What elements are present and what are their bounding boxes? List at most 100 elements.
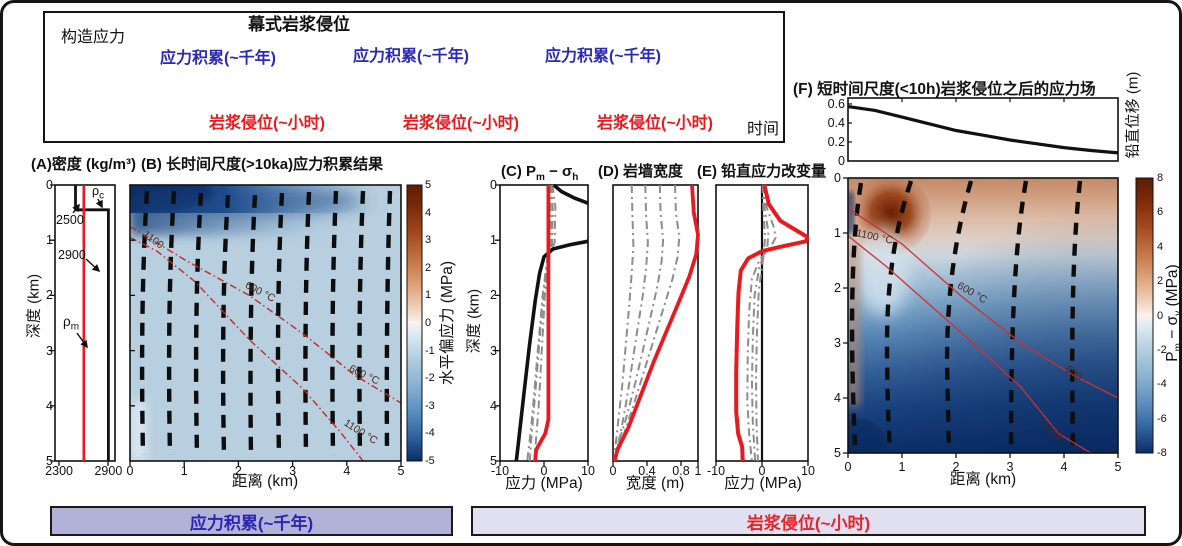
tick-label: 0: [540, 464, 548, 478]
tick-label: -10: [490, 464, 510, 478]
accumulation-label: 应力积累(~千年): [352, 48, 470, 65]
stress-trajectories-f: [849, 180, 1083, 452]
tick-label: 5: [425, 179, 432, 191]
colorbar-b-tick-labels: 5 4 3 2 1 0 -1 -2 -3 -4 -5: [425, 179, 449, 467]
tick-label: 8: [1157, 172, 1164, 184]
panel-d-xtick-labels: 0 0.4 0.8 1: [609, 464, 702, 478]
colorbar-b: [406, 184, 423, 462]
panel-d-xlabel: 宽度 (m): [625, 475, 685, 492]
intrusion-label: 岩浆侵位(~小时): [208, 115, 326, 132]
schematic-box: [43, 11, 785, 143]
tick-label: 0.2: [827, 134, 845, 149]
tick-label: 3: [289, 464, 297, 478]
panel-c-title: (C) Pm − σh: [501, 163, 579, 183]
tick-label: 1: [425, 289, 432, 302]
banner-left-text: 应力积累(~千年): [189, 513, 314, 533]
panel-b-xtick-labels: 0 1 2 3 4 5: [127, 464, 405, 478]
density-rho-c-label: ρc: [92, 184, 105, 202]
tick-label: 1: [694, 464, 702, 478]
tick-label: 3: [834, 336, 841, 350]
tick-label: 2: [234, 464, 242, 478]
panel-f-xtick-labels: 0 1 2 3 4 5: [845, 460, 1122, 474]
tick-label: 0.4: [638, 464, 656, 478]
banner-stress-accumulation: 应力积累(~千年): [50, 506, 453, 536]
accumulation-label: 应力积累(~千年): [159, 50, 277, 67]
tick-label: 4: [1157, 240, 1164, 253]
tick-label: 4: [490, 398, 497, 413]
tick-label: 3: [1006, 460, 1014, 474]
banner-right-text: 岩浆侵位(~小时): [746, 513, 871, 533]
panel-b-yticks: [130, 239, 135, 407]
schematic-xlabel: 时间: [747, 121, 780, 138]
stress-trajectories-b: [139, 190, 393, 456]
panel-f-heatmap: [848, 178, 1118, 453]
tick-label: 2: [425, 261, 432, 274]
tick-label: 1: [834, 226, 841, 240]
panel-b-heatmap: [130, 185, 401, 461]
panel-d-title: (D) 岩墙宽度: [598, 163, 683, 180]
tick-label: 5: [490, 454, 497, 468]
intrusion-label: 岩浆侵位(~小时): [596, 115, 714, 132]
tick-label: 4: [343, 464, 351, 478]
tick-label: 0.4: [827, 115, 845, 130]
rho-c-sub: c: [99, 190, 105, 202]
tick-label: 2900: [94, 464, 123, 478]
tick-label: 2: [1157, 275, 1164, 288]
tick-label: 1: [898, 460, 906, 474]
tick-label: -10: [706, 464, 726, 478]
panel-f-title: (F) 短时间尺度(<10h)岩浆侵位之后的应力场: [793, 81, 1096, 98]
tick-label: 0: [1157, 309, 1164, 322]
density-rho-m-label: ρm: [63, 314, 79, 333]
tick-label: -6: [1157, 412, 1167, 425]
colorbar-f-tick-labels: 8 6 4 2 0 -2 -4 -6 -8: [1157, 172, 1179, 459]
panel-e-xtick-labels: -10 0 10: [707, 464, 815, 478]
panel-a-ytick-labels: 0 1 2 3 4 5: [39, 178, 53, 468]
tick-label: 2: [834, 281, 841, 295]
tick-label: 1: [180, 464, 188, 478]
schematic-title: 幕式岩浆侵位: [248, 15, 350, 34]
tick-label: 5: [46, 454, 53, 468]
panel-f-xlabel: 距离 (km): [949, 471, 1017, 488]
panel-a-xtick-labels: 2300 2900: [45, 464, 122, 478]
tick-label: 3: [425, 234, 432, 247]
tick-label: 2: [46, 288, 53, 303]
intrusion-label: 岩浆侵位(~小时): [402, 115, 520, 132]
uplift-ylabel: 铅直位移 (m): [1124, 71, 1142, 159]
tick-label: -2: [425, 372, 435, 385]
tick-label: -2: [1157, 343, 1167, 356]
panel-b-frame: [129, 184, 402, 462]
panel-a-plot: [50, 184, 116, 466]
accumulation-label: 应力积累(~千年): [544, 48, 662, 65]
tick-label: 0: [46, 178, 53, 192]
schematic-ylabel: 构造应力: [61, 29, 126, 46]
tick-label: 2: [490, 288, 497, 303]
uplift-ytick-labels: 0.6 0.4 0.2 0: [817, 96, 845, 168]
tick-label: 0: [609, 464, 617, 478]
tick-label: 4: [425, 206, 432, 219]
banner-magma-intrusion: 岩浆侵位(~小时): [471, 506, 1146, 536]
tick-label: 0: [834, 171, 841, 185]
tick-label: -4: [425, 427, 435, 440]
tick-label: 4: [834, 391, 841, 405]
panel-c-title-sub: h: [572, 172, 579, 183]
tick-label: 2300: [45, 464, 73, 478]
panel-c-title-text: − σ: [544, 163, 573, 180]
panel-e-title: (E) 铅直应力改变量: [697, 163, 827, 180]
tick-label: 0: [838, 154, 845, 168]
tick-label: -1: [425, 344, 435, 357]
tick-label: 0.6: [827, 96, 845, 111]
panel-c-title-sub: m: [536, 172, 545, 183]
colorbar-f: [1135, 177, 1154, 454]
tick-label: 10: [801, 464, 815, 478]
tick-label: 1: [490, 233, 497, 248]
panel-c-xlabel: 应力 (MPa): [505, 475, 583, 492]
tick-label: -3: [425, 399, 435, 412]
panel-f-ytick-labels: 0 1 2 3 4 5: [827, 171, 841, 460]
tick-label: 10: [581, 464, 595, 478]
tick-label: 5: [397, 464, 405, 478]
tick-label: 4: [46, 398, 53, 413]
density-annotation-arrow-icon: [72, 198, 103, 349]
panel-f-frame: [847, 177, 1119, 454]
tick-label: -5: [425, 455, 435, 467]
